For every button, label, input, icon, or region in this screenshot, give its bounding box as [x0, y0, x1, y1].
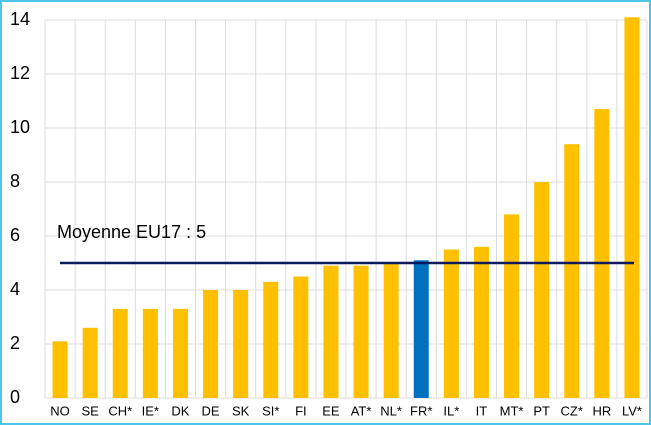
- y-tick-label: 10: [10, 117, 30, 137]
- bar: [504, 214, 520, 398]
- bar: [473, 246, 489, 398]
- x-tick-label: HR: [592, 403, 611, 418]
- bar: [323, 265, 339, 398]
- x-tick-label: FI: [295, 403, 307, 418]
- bar: [624, 17, 640, 399]
- y-tick-label: 0: [10, 387, 20, 407]
- x-tick-label: EE: [322, 403, 340, 418]
- bar: [594, 109, 610, 398]
- bar: [534, 182, 550, 398]
- y-tick-label: 12: [10, 63, 30, 83]
- x-tick-label: DE: [202, 403, 220, 418]
- x-tick-label: SK: [232, 403, 250, 418]
- x-tick-label: LV*: [622, 403, 642, 418]
- y-tick-label: 8: [10, 171, 20, 191]
- bar: [203, 290, 219, 398]
- y-tick-label: 4: [10, 279, 20, 299]
- x-tick-label: MT*: [500, 403, 524, 418]
- bar: [52, 341, 68, 398]
- x-tick-label: IL*: [443, 403, 459, 418]
- x-tick-label: FR*: [410, 403, 432, 418]
- x-tick-label: PT: [533, 403, 550, 418]
- bar: [172, 308, 188, 398]
- y-tick-label: 6: [10, 225, 20, 245]
- reference-label: Moyenne EU17 : 5: [57, 222, 206, 242]
- y-tick-label: 2: [10, 333, 20, 353]
- bar: [112, 308, 128, 398]
- x-tick-label: CZ*: [561, 403, 583, 418]
- bar: [413, 260, 429, 398]
- x-tick-label: SI*: [262, 403, 279, 418]
- x-tick-label: DK: [171, 403, 189, 418]
- bar: [443, 249, 459, 398]
- x-tick-label: NO: [50, 403, 70, 418]
- bar: [383, 263, 399, 398]
- x-tick-label: AT*: [351, 403, 372, 418]
- bar: [564, 144, 580, 398]
- bar: [142, 308, 158, 398]
- x-tick-label: IE*: [142, 403, 159, 418]
- x-tick-label: CH*: [108, 403, 132, 418]
- bar: [233, 290, 249, 398]
- x-tick-label: IT: [476, 403, 488, 418]
- bar: [263, 281, 279, 398]
- bar: [353, 265, 369, 398]
- x-tick-label: SE: [81, 403, 99, 418]
- x-tick-label: NL*: [380, 403, 402, 418]
- bar: [82, 327, 98, 398]
- y-tick-label: 14: [10, 9, 30, 29]
- bar: [293, 276, 309, 398]
